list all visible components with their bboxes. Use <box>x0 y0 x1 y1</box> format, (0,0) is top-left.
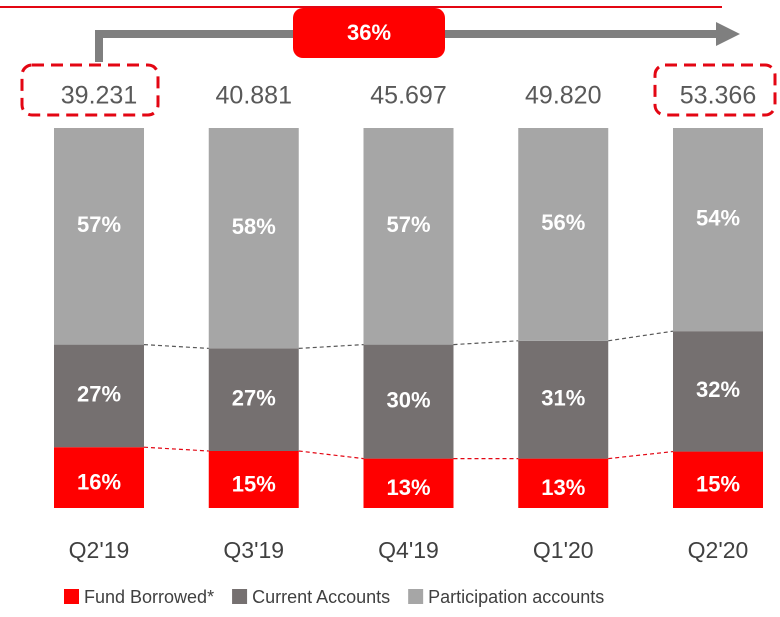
bar-segment <box>673 451 763 508</box>
legend-label: Fund Borrowed* <box>84 587 214 607</box>
x-tick-label: Q2'20 <box>688 537 749 563</box>
total-label: 39.231 <box>61 82 137 110</box>
highlight-box <box>20 63 160 117</box>
segment-label: 58% <box>232 214 276 239</box>
bar-segment <box>673 128 763 332</box>
legend-swatch <box>64 589 79 604</box>
arrow-head <box>716 22 740 46</box>
growth-arrow <box>95 30 718 62</box>
legend-label: Participation accounts <box>428 587 604 607</box>
total-label: 53.366 <box>680 82 756 110</box>
total-label: 49.820 <box>525 82 601 110</box>
connector <box>608 330 674 342</box>
segment-label: 15% <box>232 471 276 496</box>
segment-label: 16% <box>77 469 121 494</box>
segment-label: 27% <box>232 386 276 411</box>
legend-label: Current Accounts <box>252 587 390 607</box>
bar-segment <box>54 447 144 508</box>
bar-segment <box>54 128 144 345</box>
connector <box>298 344 364 349</box>
bar-segment <box>208 128 299 349</box>
bar-segment <box>208 348 299 451</box>
connector <box>143 344 209 349</box>
bar-segment <box>363 344 454 459</box>
segment-label: 15% <box>696 472 740 497</box>
x-tick-label: Q4'19 <box>378 537 439 563</box>
connector <box>453 340 519 346</box>
bar-segment <box>208 451 299 508</box>
bar-segment <box>673 331 763 452</box>
bar-segment <box>54 344 144 448</box>
legend-swatch <box>408 589 424 604</box>
segment-label: 13% <box>386 475 430 500</box>
bar-segment <box>518 340 609 459</box>
growth-box <box>293 8 445 58</box>
bar-segment <box>363 128 454 345</box>
segment-label: 13% <box>541 475 585 500</box>
bar-segment <box>363 458 454 508</box>
x-tick-label: Q1'20 <box>533 537 594 563</box>
segment-label: 31% <box>541 386 585 411</box>
segment-label: 57% <box>77 212 121 237</box>
segment-label: 30% <box>386 387 430 412</box>
total-label: 45.697 <box>370 82 446 110</box>
legend-swatch <box>232 589 248 604</box>
bar-segment <box>518 458 609 508</box>
x-tick-label: Q2'19 <box>69 537 130 563</box>
segment-label: 56% <box>541 210 585 235</box>
connector <box>143 446 209 452</box>
connector <box>298 450 364 460</box>
segment-label: 32% <box>696 377 740 402</box>
growth-label: 36% <box>347 20 391 45</box>
segment-label: 57% <box>386 212 430 237</box>
connector <box>608 450 674 460</box>
highlight-box <box>653 63 777 117</box>
segment-label: 27% <box>77 382 121 407</box>
bar-segment <box>518 128 609 341</box>
segment-label: 54% <box>696 205 740 230</box>
x-tick-label: Q3'19 <box>223 537 284 563</box>
total-label: 40.881 <box>216 82 292 110</box>
